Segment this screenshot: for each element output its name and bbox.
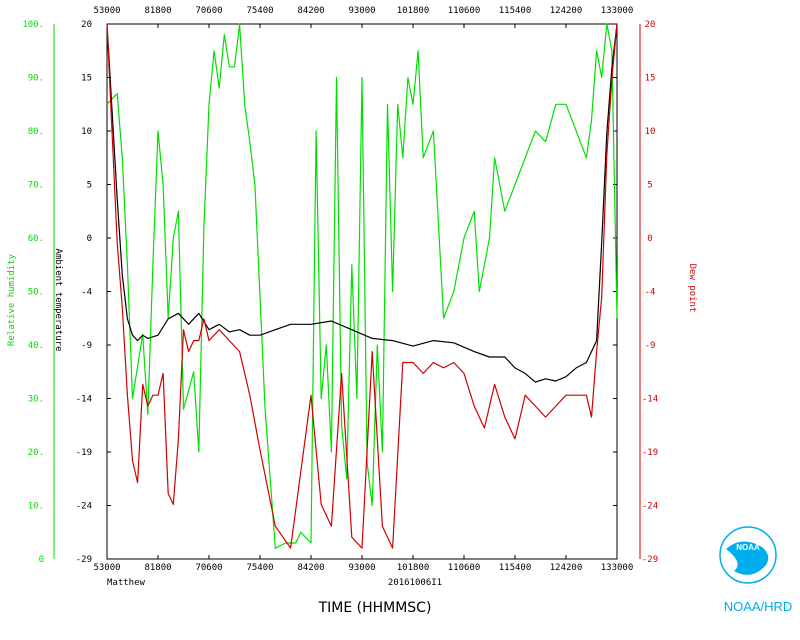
right-axis-tick-label: 15 xyxy=(645,74,656,84)
right-axis-label: Dew point xyxy=(687,264,697,313)
noaa-emblem-icon: NOAA xyxy=(719,526,777,584)
x-tick-label-bottom: 124200 xyxy=(550,563,583,573)
inner-axis-tick-label: -9 xyxy=(81,341,92,351)
x-tick-label-bottom: 93000 xyxy=(348,563,375,573)
inner-axis-label: Ambient temperature xyxy=(53,249,63,352)
x-tick-label-bottom: 101800 xyxy=(397,563,430,573)
left-axis-tick-label: 30. xyxy=(28,395,44,405)
inner-axis-tick-label: 5 xyxy=(87,181,92,191)
x-tick-label-bottom: 115400 xyxy=(499,563,532,573)
right-axis-tick-label: -29 xyxy=(642,555,658,565)
x-tick-label-bottom: 53000 xyxy=(93,563,120,573)
series-line-1 xyxy=(106,23,618,383)
right-axis-tick-label: -24 xyxy=(642,502,658,512)
left-axis-tick-label: 10. xyxy=(28,502,44,512)
right-axis-tick-label: -14 xyxy=(642,395,658,405)
right-axis-tick-label: 5 xyxy=(647,181,652,191)
inner-axis-tick-label: -29 xyxy=(76,555,92,565)
right-axis-tick-label: -4 xyxy=(645,288,656,298)
left-axis-tick-label: 50. xyxy=(28,288,44,298)
svg-text:NOAA: NOAA xyxy=(736,543,760,552)
left-axis-tick-label: 0 xyxy=(39,555,44,565)
left-axis-tick-label: 90. xyxy=(28,74,44,84)
left-axis-tick-label: 80. xyxy=(28,127,44,137)
flight-id: 20161006I1 xyxy=(388,578,442,588)
left-axis-tick-label: 60. xyxy=(28,234,44,244)
inner-axis-tick-label: -4 xyxy=(81,288,92,298)
x-tick-label-bottom: 81800 xyxy=(144,563,171,573)
series-line-2 xyxy=(106,23,618,549)
inner-axis-tick-label: 20 xyxy=(81,20,92,30)
left-axis-tick-label: 70. xyxy=(28,181,44,191)
x-tick-label-bottom: 133000 xyxy=(601,563,634,573)
x-tick-label-top: 75400 xyxy=(246,6,273,16)
x-tick-label-top: 101800 xyxy=(397,6,430,16)
inner-axis-tick-label: 10 xyxy=(81,127,92,137)
x-tick-label-top: 84200 xyxy=(297,6,324,16)
inner-axis-tick-label: 15 xyxy=(81,74,92,84)
x-axis-label: TIME (HHMMSC) xyxy=(318,600,432,616)
noaa-logo-text: NOAA/HRD xyxy=(724,599,793,614)
x-tick-label-top: 53000 xyxy=(93,6,120,16)
x-tick-label-top: 110600 xyxy=(448,6,481,16)
x-tick-label-top: 81800 xyxy=(144,6,171,16)
x-tick-label-top: 115400 xyxy=(499,6,532,16)
series-line-0 xyxy=(106,23,618,549)
inner-axis-tick-label: -24 xyxy=(76,502,92,512)
x-tick-label-top: 133000 xyxy=(601,6,634,16)
left-axis-label: Relative humidity xyxy=(7,253,17,346)
right-axis-tick-label: 0 xyxy=(647,234,652,244)
right-axis-tick-label: -19 xyxy=(642,448,658,458)
x-tick-label-bottom: 84200 xyxy=(297,563,324,573)
axes-layer: 53000 53000 81800 81800 70600 70600 75400 75400… xyxy=(22,6,658,573)
x-tick-label-bottom: 70600 xyxy=(195,563,222,573)
inner-axis-tick-label: 0 xyxy=(87,234,92,244)
right-axis-tick-label: 20 xyxy=(645,20,656,30)
right-axis-tick-label: 10 xyxy=(645,127,656,137)
left-axis-tick-label: 40. xyxy=(28,341,44,351)
series-layer xyxy=(106,23,618,549)
right-axis-tick-label: -9 xyxy=(645,341,656,351)
x-tick-label-bottom: 75400 xyxy=(246,563,273,573)
left-axis-tick-label: 100. xyxy=(22,20,44,30)
x-tick-label-bottom: 110600 xyxy=(448,563,481,573)
storm-name: Matthew xyxy=(107,578,146,588)
x-tick-label-top: 93000 xyxy=(348,6,375,16)
left-axis-tick-label: 20. xyxy=(28,448,44,458)
x-tick-label-top: 70600 xyxy=(195,6,222,16)
inner-axis-tick-label: -19 xyxy=(76,448,92,458)
inner-axis-tick-label: -14 xyxy=(76,395,92,405)
x-tick-label-top: 124200 xyxy=(550,6,583,16)
